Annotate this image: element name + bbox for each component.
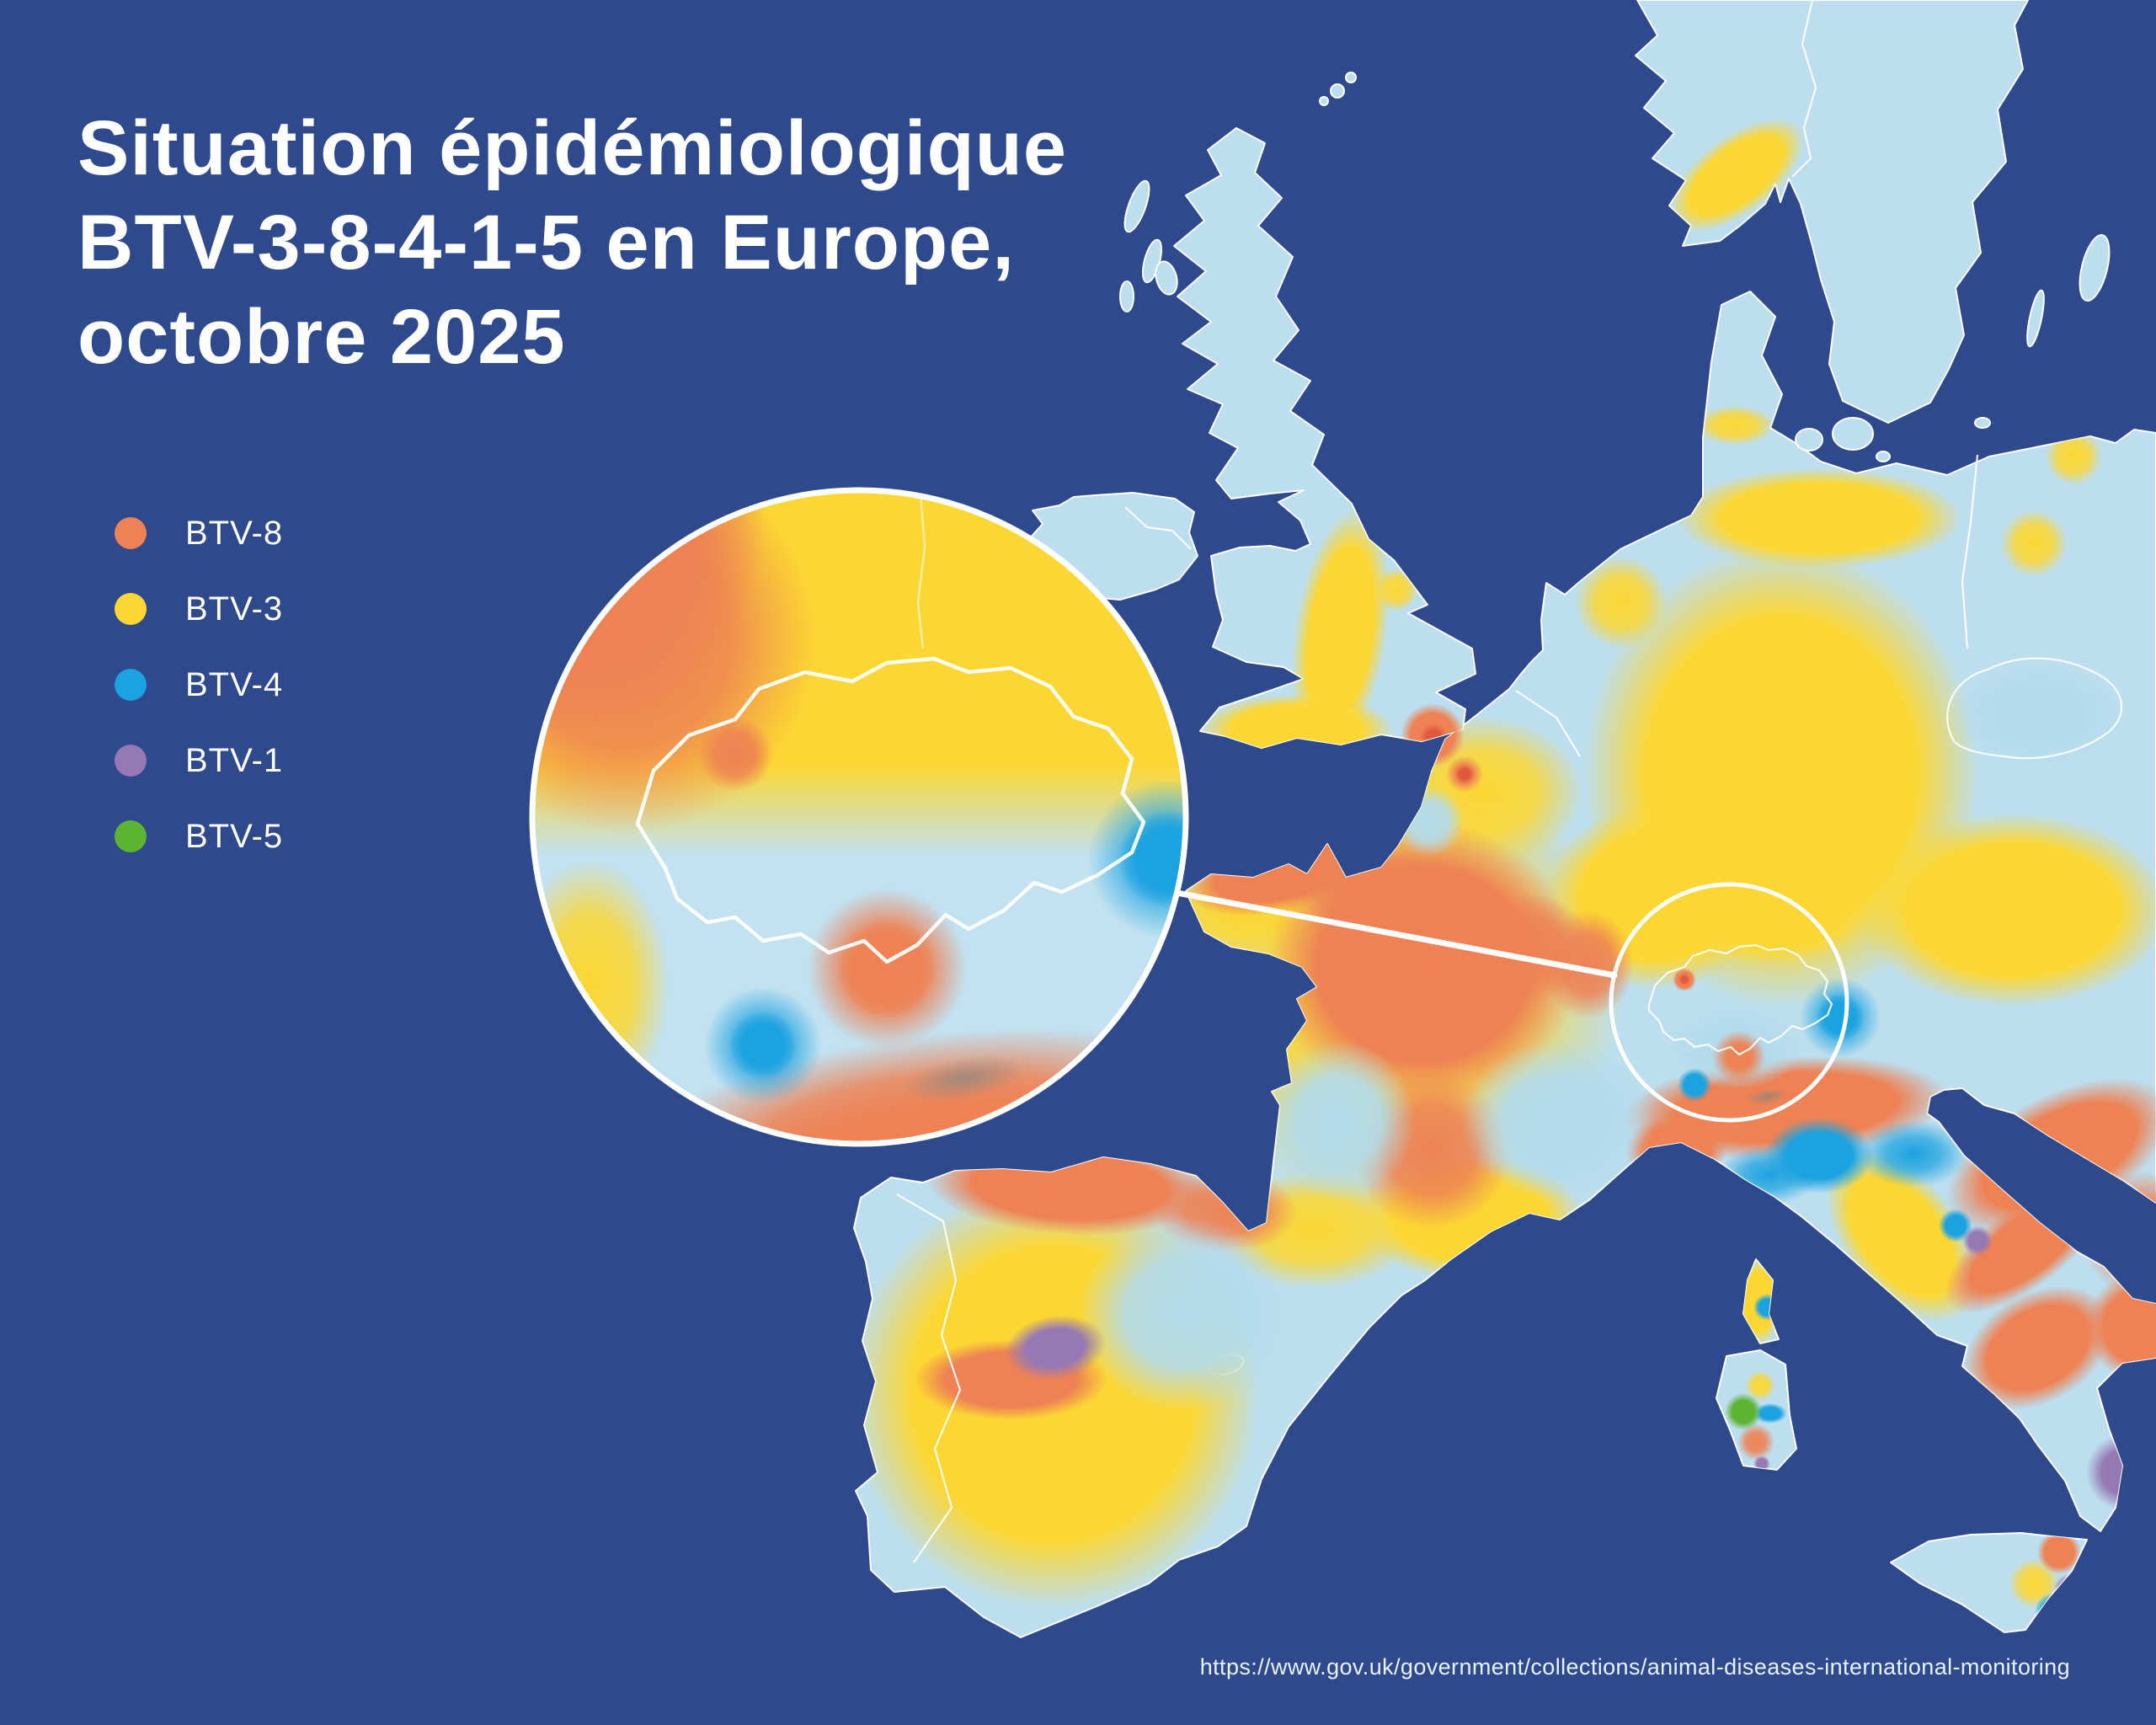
legend-item-btv1: BTV-1 [115, 723, 283, 798]
btv1-color-dot [115, 745, 147, 777]
magnifier-callout-line [1173, 889, 1618, 979]
legend: BTV-8 BTV-3 BTV-4 BTV-1 BTV-5 [115, 495, 283, 874]
page-title: Situation épidémiologique BTV-3-8-4-1-5 e… [77, 101, 1067, 385]
source-url: https://www.gov.uk/government/collection… [1199, 1654, 2070, 1680]
map-highlight-circle [1609, 882, 1849, 1123]
country-borders [896, 0, 2123, 1563]
magnifier-circle [529, 487, 1189, 1147]
title-line-2: BTV-3-8-4-1-5 en Europe, [77, 199, 1015, 286]
legend-item-btv5: BTV-5 [115, 798, 283, 874]
legend-item-btv4: BTV-4 [115, 647, 283, 723]
switzerland-outline-magnified [635, 656, 1146, 964]
legend-item-btv3: BTV-3 [115, 571, 283, 647]
btv5-color-dot [115, 820, 147, 852]
legend-label: BTV-1 [185, 741, 284, 779]
legend-label: BTV-5 [185, 817, 284, 855]
btv8-color-dot [115, 517, 147, 549]
legend-item-btv8: BTV-8 [115, 495, 283, 571]
legend-label: BTV-4 [185, 665, 284, 703]
btv4-color-dot [115, 669, 147, 701]
btv3-color-dot [115, 593, 147, 625]
switzerland-outline [1647, 943, 1833, 1056]
title-line-3: octobre 2025 [77, 294, 566, 381]
legend-label: BTV-8 [185, 514, 284, 552]
legend-label: BTV-3 [185, 590, 284, 628]
title-line-1: Situation épidémiologique [77, 104, 1067, 191]
